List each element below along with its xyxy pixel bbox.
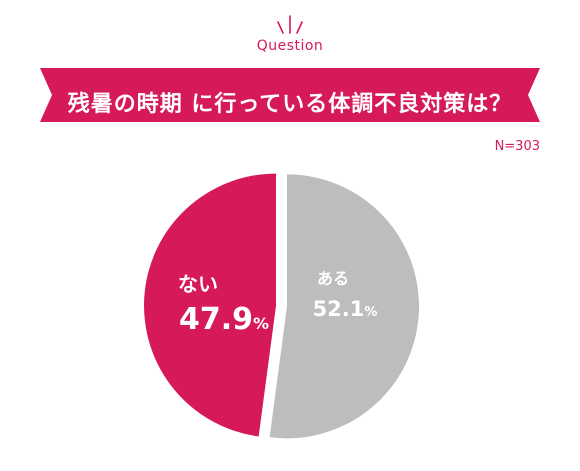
question-label: Question	[256, 38, 324, 54]
question-burst-icon	[277, 15, 303, 34]
pie-slice-aru	[269, 174, 419, 439]
slice-value-nai: 47.9%	[179, 302, 269, 337]
title-ribbon	[40, 68, 540, 122]
slice-value-aru: 52.1%	[313, 297, 378, 321]
sample-size: N=303	[494, 139, 540, 154]
slice-label-nai: ない	[178, 272, 218, 296]
pie-slice-nai	[144, 173, 277, 437]
slice-label-aru: ある	[317, 269, 349, 288]
chart-title: 残暑の時期 に行っている体調不良対策は？	[67, 92, 513, 117]
